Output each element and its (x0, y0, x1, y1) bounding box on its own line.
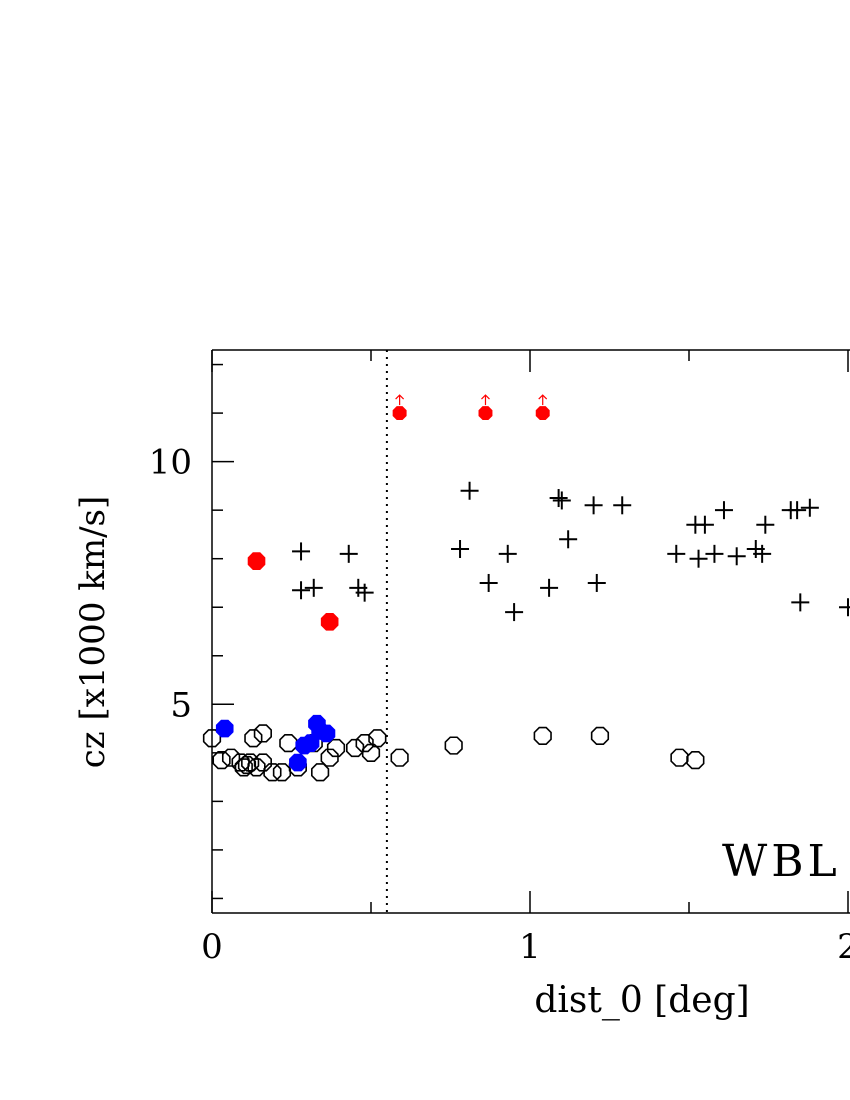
y-tick-label: 10 (149, 443, 192, 483)
lower-limit-marker (478, 406, 493, 421)
chart-annotation: WBL 6 (722, 836, 850, 887)
data-point-lower-limit (478, 394, 493, 421)
data-point-plus (339, 544, 358, 563)
x-tick-label: 2 (837, 927, 850, 967)
data-point-plus (451, 539, 470, 558)
data-point-plus (667, 544, 686, 563)
data-point-open-circle (390, 748, 409, 767)
data-point-plus (498, 544, 517, 563)
data-point-plus (549, 489, 568, 508)
data-point-plus (479, 573, 498, 592)
data-point-filled-circle (311, 722, 329, 740)
data-point-open-circle (253, 724, 272, 743)
data-point-open-circle (686, 750, 705, 770)
data-point-plus (788, 501, 807, 520)
data-point-plus (584, 496, 603, 515)
data-point-lower-limit (535, 394, 550, 421)
data-point-plus (714, 501, 733, 520)
data-point-plus (839, 598, 850, 617)
data-point-plus (727, 547, 746, 566)
data-point-plus (695, 515, 714, 534)
data-point-open-circle (444, 736, 463, 755)
data-point-plus (355, 583, 374, 602)
data-point-open-circle (361, 743, 381, 762)
data-point-plus (587, 573, 606, 592)
lower-limit-marker (392, 406, 407, 421)
data-point-open-circle (345, 738, 365, 758)
data-point-plus (304, 578, 323, 597)
data-point-filled-circle (215, 719, 234, 738)
data-point-open-circle (533, 726, 552, 745)
data-point-plus (559, 530, 578, 549)
data-point-filled-circle (289, 753, 307, 772)
axes-layer: 0 1 2 5 10 (149, 349, 850, 967)
data-point-open-circle (263, 763, 282, 782)
y-tick-label: 5 (170, 685, 192, 725)
data-point-plus (756, 515, 775, 534)
x-tick-label: 0 (201, 927, 223, 967)
plot-layer (202, 350, 850, 913)
data-point-plus (705, 544, 724, 563)
data-point-plus (552, 491, 571, 510)
y-axis-label: cz [x1000 km/s] (73, 496, 113, 769)
x-tick-label: 1 (519, 927, 541, 967)
data-point-open-circle (311, 763, 330, 782)
data-point-open-circle (272, 763, 292, 782)
data-point-plus (800, 498, 819, 517)
lower-limit-marker (535, 406, 550, 421)
lower-limit-arrow-head (538, 394, 548, 400)
data-point-open-circle (320, 748, 339, 767)
data-point-open-circle (247, 758, 266, 777)
data-point-plus (292, 581, 311, 600)
data-point-open-circle (326, 738, 346, 758)
data-point-plus (791, 593, 810, 612)
lower-limit-arrow-head (395, 394, 405, 400)
data-point-plus (292, 542, 311, 561)
data-point-open-circle (368, 729, 387, 748)
data-point-filled-circle (247, 552, 266, 570)
data-point-open-circle (237, 755, 257, 775)
data-point-plus (505, 603, 524, 622)
data-point-plus (460, 481, 479, 500)
data-point-open-circle (279, 734, 298, 753)
data-point-open-circle (212, 750, 231, 770)
data-point-plus (753, 544, 772, 563)
data-point-open-circle (355, 734, 374, 753)
data-point-lower-limit (392, 394, 407, 421)
data-point-open-circle (590, 726, 610, 745)
data-point-open-circle (244, 729, 263, 748)
data-point-plus (613, 496, 632, 515)
lower-limit-arrow-head (481, 394, 490, 400)
data-point-filled-circle (320, 612, 339, 631)
data-point-open-circle (670, 748, 689, 767)
x-axis-label: dist_0 [deg] (534, 980, 749, 1021)
data-point-plus (540, 578, 559, 597)
data-point-plus (689, 549, 708, 568)
